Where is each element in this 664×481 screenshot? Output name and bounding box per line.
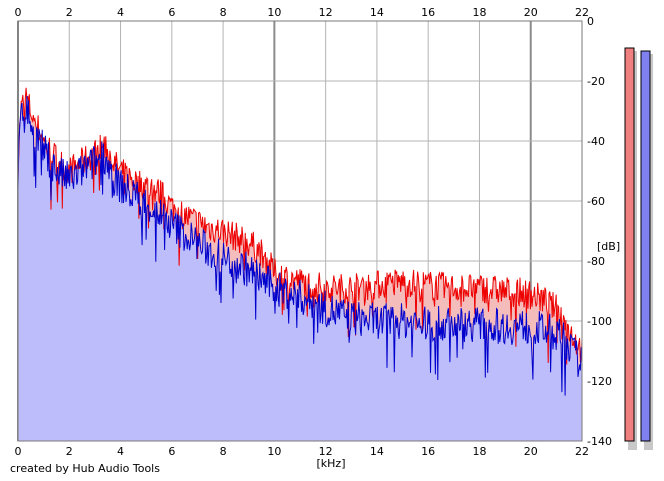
x-tick-label: 20	[524, 445, 538, 458]
x-tick-label: 4	[117, 6, 124, 19]
x-tick-label: 22	[575, 6, 589, 19]
x-tick-label: 16	[421, 6, 435, 19]
credit-text: created by Hub Audio Tools	[10, 462, 160, 475]
x-tick-label: 18	[472, 445, 486, 458]
x-tick-label: 4	[117, 445, 124, 458]
x-tick-label: 6	[168, 6, 175, 19]
x-tick-label: 12	[319, 6, 333, 19]
y-tick-label: -140	[587, 435, 612, 448]
x-tick-label: 14	[370, 445, 384, 458]
y-tick-label: -20	[587, 75, 605, 88]
x-tick-label: 18	[472, 6, 486, 19]
x-tick-label: 10	[267, 6, 281, 19]
level-meter-1	[624, 47, 635, 442]
channel-2-area	[18, 96, 582, 441]
y-axis-ticks: 0 -20 -40 -60 -80 -100 -120 -140	[587, 15, 612, 448]
x-tick-label: 8	[220, 6, 227, 19]
plot-frame	[17, 20, 583, 442]
x-tick-label: 16	[421, 445, 435, 458]
level-meters	[624, 47, 653, 450]
y-tick-label: -80	[587, 255, 605, 268]
x-tick-label: 0	[15, 445, 22, 458]
x-tick-label: 22	[575, 445, 589, 458]
y-tick-label: -100	[587, 315, 612, 328]
x-tick-label: 0	[15, 6, 22, 19]
x-tick-label: 20	[524, 6, 538, 19]
x-axis-label: [kHz]	[317, 457, 346, 470]
x-tick-label: 2	[66, 6, 73, 19]
level-meter-2	[640, 50, 651, 442]
y-tick-label: -120	[587, 375, 612, 388]
x-tick-label: 2	[66, 445, 73, 458]
y-axis-label: [dB]	[597, 240, 620, 253]
y-tick-label: 0	[587, 15, 594, 28]
spectrum-series	[17, 87, 583, 442]
y-tick-label: -40	[587, 135, 605, 148]
plot-border	[17, 20, 583, 442]
x-tick-label: 8	[220, 445, 227, 458]
x-tick-label: 10	[267, 445, 281, 458]
channel-2-line	[17, 95, 583, 396]
x-tick-label: 6	[168, 445, 175, 458]
x-tick-label: 12	[319, 445, 333, 458]
y-tick-label: -60	[587, 195, 605, 208]
x-tick-label: 14	[370, 6, 384, 19]
